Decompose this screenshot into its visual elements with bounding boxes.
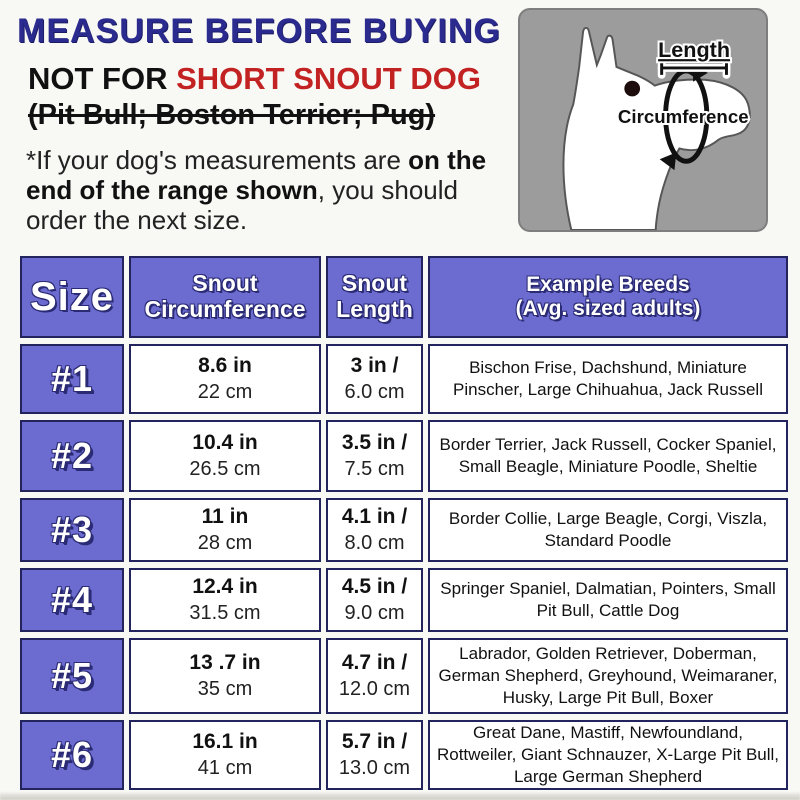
snout-circumference-cell: 10.4 in 26.5 cm: [129, 420, 321, 492]
circumference-label: Circumference: [618, 106, 749, 127]
snout-circumference-cell: 8.6 in 22 cm: [129, 344, 321, 414]
page-title: MEASURE BEFORE BUYING: [17, 12, 501, 50]
note-bold: on the end of the range shown: [26, 145, 487, 206]
circumference-cm: 35 cm: [197, 677, 253, 700]
size-number-label: #3: [50, 509, 94, 550]
size-number-label: #1: [50, 358, 94, 399]
length-inches: 4.1 in /: [341, 505, 408, 529]
length-label: Length: [658, 37, 730, 62]
snout-length-header-label: Snout Length: [336, 270, 413, 323]
dog-head-illustration: Length Circumference: [562, 26, 751, 230]
snout-length-cell: 4.1 in / 8.0 cm: [326, 498, 423, 562]
circumference-inches: 13 .7 in: [189, 651, 261, 675]
example-breeds-cell: Bischon Frise, Dachshund, Miniature Pins…: [428, 344, 788, 414]
size-header-label: Size: [29, 274, 115, 319]
header-cell-size: Size: [20, 256, 124, 338]
length-cm: 6.0 cm: [344, 380, 405, 403]
measurement-diagram: Length Circumference: [518, 8, 768, 232]
example-breeds-line1: Example Breeds: [526, 273, 690, 297]
circumference-cm: 26.5 cm: [189, 457, 261, 480]
snout-length-cell: 4.5 in / 9.0 cm: [326, 568, 423, 632]
length-inches: 5.7 in /: [341, 730, 408, 754]
size-number-label: #4: [50, 579, 94, 620]
snout-length-cell: 4.7 in / 12.0 cm: [326, 638, 423, 714]
circumference-cm: 28 cm: [197, 531, 253, 554]
size-number-cell: #4: [20, 568, 124, 632]
snout-circumference-line2: Circumference: [144, 296, 306, 322]
breeds-list: Labrador, Golden Retriever, Doberman, Ge…: [438, 644, 778, 707]
length-measure-bracket-ink: [660, 61, 728, 75]
length-inches: 4.7 in /: [341, 651, 408, 675]
snout-length-cell: 3 in / 6.0 cm: [326, 344, 423, 414]
example-breeds-line2: (Avg. sized adults): [515, 297, 701, 320]
example-breeds-cell: Great Dane, Mastiff, Newfoundland, Rottw…: [428, 720, 788, 790]
length-inches: 3 in /: [350, 354, 399, 378]
circumference-inches: 8.6 in: [198, 354, 252, 378]
size-number-label: #6: [50, 734, 94, 775]
length-cm: 8.0 cm: [344, 531, 405, 554]
circumference-cm: 41 cm: [197, 756, 253, 779]
size-number-cell: #1: [20, 344, 124, 414]
excluded-breeds-strikethrough: (Pit Bull; Boston Terrier; Pug): [28, 99, 436, 131]
length-cm: 7.5 cm: [344, 457, 405, 480]
circumference-inches: 12.4 in: [192, 575, 258, 599]
example-breeds-cell: Border Collie, Large Beagle, Corgi, Visz…: [428, 498, 788, 562]
length-inches: 3.5 in /: [341, 431, 408, 455]
snout-circumference-header-label: Snout Circumference: [144, 270, 306, 323]
sizing-note: *If your dog's measurements are on the e…: [26, 145, 504, 235]
size-number-cell: #5: [20, 638, 124, 714]
breeds-list: Border Collie, Large Beagle, Corgi, Visz…: [448, 509, 768, 550]
breeds-list: Border Terrier, Jack Russell, Cocker Spa…: [439, 435, 777, 476]
snout-circumference-line1: Snout: [192, 270, 258, 297]
not-for-prefix: NOT FOR: [28, 61, 177, 96]
not-for-warning: NOT FOR SHORT SNOUT DOG: [28, 61, 481, 97]
size-chart-table: Size Snout Circumference Snout Length Ex…: [20, 256, 788, 790]
size-number-cell: #2: [20, 420, 124, 492]
size-number-cell: #3: [20, 498, 124, 562]
snout-length-cell: 5.7 in / 13.0 cm: [326, 720, 423, 790]
example-breeds-header-label: Example Breeds (Avg. sized adults): [516, 273, 701, 320]
circumference-inches: 16.1 in: [192, 730, 258, 754]
header-cell-snout-circumference: Snout Circumference: [129, 256, 321, 338]
example-breeds-cell: Border Terrier, Jack Russell, Cocker Spa…: [428, 420, 788, 492]
cropped-bottom-strip: [0, 792, 800, 800]
circumference-cm: 22 cm: [197, 380, 253, 403]
length-cm: 12.0 cm: [338, 677, 411, 700]
snout-circumference-cell: 16.1 in 41 cm: [129, 720, 321, 790]
circumference-inches: 11 in: [201, 505, 249, 529]
snout-circumference-cell: 11 in 28 cm: [129, 498, 321, 562]
breeds-list: Springer Spaniel, Dalmatian, Pointers, S…: [440, 579, 776, 620]
size-number-cell: #6: [20, 720, 124, 790]
length-cm: 9.0 cm: [344, 601, 405, 624]
header-cell-example-breeds: Example Breeds (Avg. sized adults): [428, 256, 788, 338]
breeds-list: Great Dane, Mastiff, Newfoundland, Rottw…: [436, 723, 780, 786]
snout-length-line1: Snout: [341, 270, 408, 297]
circumference-inches: 10.4 in: [192, 431, 258, 455]
short-snout-dog-text: SHORT SNOUT DOG: [176, 61, 481, 96]
dog-eye-dot: [624, 80, 641, 97]
note-part1: *If your dog's measurements are: [26, 145, 409, 175]
circumference-arrowhead-bottom: [659, 152, 677, 171]
length-cm: 13.0 cm: [338, 756, 411, 779]
note-part2: , you should order the next size.: [26, 175, 459, 236]
snout-length-cell: 3.5 in / 7.5 cm: [326, 420, 423, 492]
length-inches: 4.5 in /: [341, 575, 408, 599]
snout-circumference-cell: 13 .7 in 35 cm: [129, 638, 321, 714]
size-number-label: #2: [50, 435, 94, 476]
snout-circumference-cell: 12.4 in 31.5 cm: [129, 568, 321, 632]
breeds-list: Bischon Frise, Dachshund, Miniature Pins…: [453, 358, 763, 399]
example-breeds-cell: Labrador, Golden Retriever, Doberman, Ge…: [428, 638, 788, 714]
example-breeds-cell: Springer Spaniel, Dalmatian, Pointers, S…: [428, 568, 788, 632]
snout-length-line2: Length: [336, 296, 413, 322]
circumference-cm: 31.5 cm: [189, 601, 261, 624]
header-cell-snout-length: Snout Length: [326, 256, 423, 338]
size-number-label: #5: [50, 655, 94, 696]
dog-head-silhouette: [562, 26, 751, 230]
